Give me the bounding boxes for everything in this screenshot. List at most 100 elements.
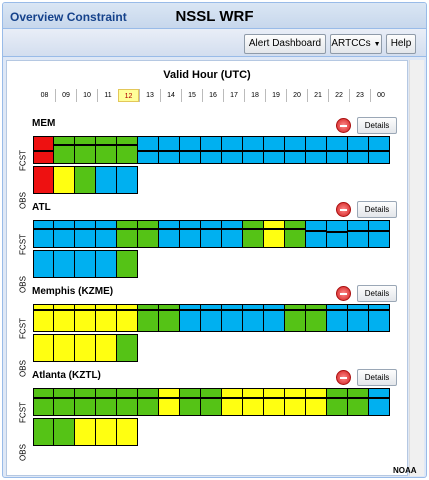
fcst-cell[interactable] (201, 304, 222, 332)
fcst-cell[interactable] (201, 136, 222, 164)
details-button[interactable]: Details (357, 117, 397, 134)
obs-cell[interactable] (33, 334, 54, 362)
fcst-cell[interactable] (96, 136, 117, 164)
remove-icon[interactable] (336, 202, 351, 217)
fcst-cell[interactable] (159, 136, 180, 164)
remove-icon[interactable] (336, 118, 351, 133)
obs-cell[interactable] (33, 250, 54, 278)
fcst-cell[interactable] (117, 388, 138, 416)
fcst-cell[interactable] (117, 220, 138, 248)
fcst-cell[interactable] (327, 136, 348, 164)
fcst-cell[interactable] (243, 304, 264, 332)
fcst-cell[interactable] (285, 388, 306, 416)
fcst-cell[interactable] (348, 304, 369, 332)
fcst-cell[interactable] (285, 220, 306, 248)
obs-cell[interactable] (75, 166, 96, 194)
fcst-cell[interactable] (180, 220, 201, 248)
remove-icon[interactable] (336, 370, 351, 385)
fcst-cell[interactable] (243, 220, 264, 248)
fcst-cell[interactable] (138, 220, 159, 248)
constraint-panel[interactable]: Valid Hour (UTC) 08 09 10 11 12 13 14 15 16 17 18 1… (6, 60, 408, 476)
details-button[interactable]: Details (357, 369, 397, 386)
fcst-cell[interactable] (348, 136, 369, 164)
fcst-cell[interactable] (306, 388, 327, 416)
obs-cell[interactable] (54, 166, 75, 194)
details-button[interactable]: Details (357, 201, 397, 218)
fcst-cell[interactable] (180, 136, 201, 164)
obs-cell[interactable] (96, 418, 117, 446)
obs-cell[interactable] (117, 334, 138, 362)
help-button[interactable]: Help (386, 34, 416, 54)
fcst-cell[interactable] (243, 136, 264, 164)
fcst-cell[interactable] (369, 388, 390, 416)
remove-icon[interactable] (336, 286, 351, 301)
fcst-cell[interactable] (117, 136, 138, 164)
fcst-cell[interactable] (96, 388, 117, 416)
obs-cell[interactable] (54, 418, 75, 446)
fcst-cell[interactable] (264, 136, 285, 164)
fcst-cell[interactable] (369, 220, 390, 248)
fcst-cell[interactable] (306, 304, 327, 332)
fcst-cell[interactable] (96, 220, 117, 248)
fcst-cell[interactable] (54, 136, 75, 164)
fcst-cell[interactable] (348, 388, 369, 416)
details-button[interactable]: Details (357, 285, 397, 302)
fcst-cell[interactable] (222, 388, 243, 416)
obs-cell[interactable] (33, 418, 54, 446)
fcst-cell[interactable] (180, 388, 201, 416)
obs-cell[interactable] (54, 250, 75, 278)
fcst-cell[interactable] (264, 304, 285, 332)
alert-dashboard-button[interactable]: Alert Dashboard (244, 34, 326, 54)
fcst-cell[interactable] (180, 304, 201, 332)
fcst-cell[interactable] (96, 304, 117, 332)
obs-cell[interactable] (96, 166, 117, 194)
fcst-cell[interactable] (33, 304, 54, 332)
fcst-cell[interactable] (138, 136, 159, 164)
obs-cell[interactable] (75, 418, 96, 446)
fcst-cell[interactable] (285, 136, 306, 164)
fcst-cell[interactable] (75, 304, 96, 332)
fcst-cell[interactable] (327, 388, 348, 416)
fcst-cell[interactable] (33, 136, 54, 164)
fcst-cell[interactable] (306, 136, 327, 164)
fcst-cell[interactable] (33, 388, 54, 416)
fcst-cell[interactable] (75, 388, 96, 416)
fcst-cell[interactable] (285, 304, 306, 332)
fcst-cell[interactable] (201, 388, 222, 416)
fcst-cell[interactable] (159, 388, 180, 416)
fcst-cell[interactable] (117, 304, 138, 332)
fcst-cell[interactable] (54, 220, 75, 248)
obs-cell[interactable] (75, 334, 96, 362)
fcst-cell[interactable] (369, 304, 390, 332)
obs-cell[interactable] (33, 166, 54, 194)
fcst-cell[interactable] (159, 304, 180, 332)
fcst-cell[interactable] (222, 220, 243, 248)
fcst-cell[interactable] (243, 388, 264, 416)
fcst-cell[interactable] (201, 220, 222, 248)
obs-cell[interactable] (117, 418, 138, 446)
fcst-cell[interactable] (138, 388, 159, 416)
fcst-cell[interactable] (327, 220, 348, 248)
fcst-cell[interactable] (222, 304, 243, 332)
obs-cell[interactable] (117, 166, 138, 194)
obs-cell[interactable] (117, 250, 138, 278)
obs-cell[interactable] (75, 250, 96, 278)
fcst-cell[interactable] (138, 304, 159, 332)
obs-cell[interactable] (96, 250, 117, 278)
fcst-cell[interactable] (264, 220, 285, 248)
fcst-cell[interactable] (369, 136, 390, 164)
fcst-cell[interactable] (327, 304, 348, 332)
fcst-cell[interactable] (348, 220, 369, 248)
fcst-cell[interactable] (33, 220, 54, 248)
fcst-cell[interactable] (222, 136, 243, 164)
fcst-cell[interactable] (159, 220, 180, 248)
vertical-scrollbar[interactable] (409, 60, 424, 476)
obs-cell[interactable] (54, 334, 75, 362)
fcst-cell[interactable] (264, 388, 285, 416)
fcst-cell[interactable] (75, 136, 96, 164)
fcst-cell[interactable] (306, 220, 327, 248)
fcst-cell[interactable] (54, 304, 75, 332)
obs-cell[interactable] (96, 334, 117, 362)
artccs-menu-button[interactable]: ARTCCs ▼ (330, 34, 382, 54)
fcst-cell[interactable] (75, 220, 96, 248)
